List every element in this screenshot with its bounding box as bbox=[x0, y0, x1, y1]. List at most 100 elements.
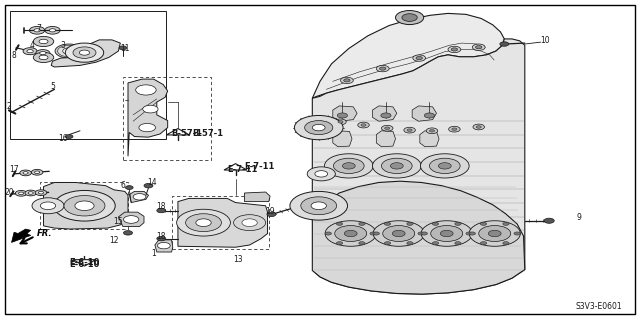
Circle shape bbox=[33, 36, 54, 47]
Circle shape bbox=[448, 46, 461, 53]
Text: FR.: FR. bbox=[37, 229, 52, 238]
Circle shape bbox=[64, 196, 105, 216]
Text: 10: 10 bbox=[540, 36, 550, 45]
Circle shape bbox=[311, 202, 326, 210]
Circle shape bbox=[34, 29, 40, 32]
Polygon shape bbox=[312, 181, 525, 294]
Circle shape bbox=[338, 121, 343, 123]
Circle shape bbox=[20, 170, 31, 176]
Polygon shape bbox=[12, 229, 31, 242]
Circle shape bbox=[124, 231, 132, 235]
Circle shape bbox=[344, 79, 350, 82]
Text: S3V3-E0601: S3V3-E0601 bbox=[575, 302, 622, 311]
Circle shape bbox=[413, 55, 426, 61]
Text: 17: 17 bbox=[9, 165, 19, 174]
Text: E-7-11: E-7-11 bbox=[227, 165, 257, 174]
Circle shape bbox=[38, 191, 44, 194]
Circle shape bbox=[305, 121, 333, 135]
Circle shape bbox=[333, 158, 364, 174]
Circle shape bbox=[472, 44, 485, 50]
Circle shape bbox=[133, 194, 146, 200]
Circle shape bbox=[55, 44, 83, 58]
Text: 20: 20 bbox=[4, 188, 15, 197]
Polygon shape bbox=[118, 212, 144, 226]
Text: 3: 3 bbox=[60, 41, 65, 50]
Circle shape bbox=[426, 128, 438, 134]
Circle shape bbox=[49, 29, 56, 32]
Circle shape bbox=[392, 230, 405, 237]
Circle shape bbox=[451, 48, 458, 51]
Circle shape bbox=[473, 124, 484, 130]
Circle shape bbox=[381, 125, 393, 131]
Circle shape bbox=[503, 241, 509, 245]
Text: 6: 6 bbox=[120, 181, 125, 190]
Circle shape bbox=[476, 126, 481, 128]
Polygon shape bbox=[412, 106, 436, 121]
Polygon shape bbox=[244, 192, 270, 202]
Circle shape bbox=[73, 47, 96, 58]
Circle shape bbox=[466, 232, 472, 235]
Circle shape bbox=[390, 163, 403, 169]
Circle shape bbox=[75, 201, 94, 211]
Circle shape bbox=[373, 232, 380, 235]
Text: 12: 12 bbox=[109, 236, 118, 245]
Circle shape bbox=[54, 190, 115, 221]
Circle shape bbox=[307, 167, 335, 181]
Text: E-6-10: E-6-10 bbox=[69, 260, 100, 269]
Circle shape bbox=[452, 128, 457, 130]
Circle shape bbox=[28, 192, 33, 194]
Polygon shape bbox=[333, 131, 352, 147]
Circle shape bbox=[420, 154, 469, 178]
Circle shape bbox=[312, 124, 325, 131]
Circle shape bbox=[340, 77, 353, 84]
Circle shape bbox=[381, 158, 412, 174]
Circle shape bbox=[40, 52, 46, 55]
Text: E-7-11: E-7-11 bbox=[244, 162, 275, 171]
Circle shape bbox=[373, 221, 424, 246]
Polygon shape bbox=[312, 39, 525, 294]
Circle shape bbox=[234, 215, 266, 231]
Polygon shape bbox=[376, 131, 396, 147]
Circle shape bbox=[479, 226, 511, 241]
Text: E-6-10: E-6-10 bbox=[69, 258, 100, 267]
Polygon shape bbox=[312, 13, 504, 98]
Circle shape bbox=[39, 55, 48, 60]
Polygon shape bbox=[73, 260, 96, 266]
Circle shape bbox=[514, 232, 520, 235]
Circle shape bbox=[381, 113, 391, 118]
Circle shape bbox=[143, 105, 158, 113]
Text: 15: 15 bbox=[113, 217, 124, 226]
Circle shape bbox=[372, 154, 421, 178]
Circle shape bbox=[370, 232, 376, 235]
Text: 7: 7 bbox=[36, 24, 41, 33]
Polygon shape bbox=[44, 182, 128, 229]
Polygon shape bbox=[128, 79, 168, 156]
Circle shape bbox=[488, 230, 501, 237]
Circle shape bbox=[476, 46, 482, 49]
Circle shape bbox=[119, 46, 127, 50]
Circle shape bbox=[23, 48, 37, 55]
Circle shape bbox=[376, 65, 389, 72]
Circle shape bbox=[294, 115, 343, 140]
Text: 16: 16 bbox=[58, 134, 68, 143]
Circle shape bbox=[449, 126, 460, 132]
Circle shape bbox=[359, 241, 365, 245]
Circle shape bbox=[124, 216, 139, 223]
Circle shape bbox=[344, 230, 357, 237]
Circle shape bbox=[19, 192, 24, 195]
Polygon shape bbox=[333, 106, 357, 121]
Circle shape bbox=[267, 212, 276, 217]
Circle shape bbox=[335, 119, 346, 125]
Circle shape bbox=[45, 26, 60, 34]
Circle shape bbox=[402, 14, 417, 21]
Circle shape bbox=[424, 113, 435, 118]
Bar bbox=[123, 77, 211, 160]
Polygon shape bbox=[166, 129, 189, 135]
Circle shape bbox=[35, 171, 40, 174]
Circle shape bbox=[407, 129, 412, 131]
Circle shape bbox=[35, 190, 47, 196]
Circle shape bbox=[337, 113, 348, 118]
Text: 19: 19 bbox=[265, 207, 275, 216]
Circle shape bbox=[40, 202, 56, 210]
Text: 14: 14 bbox=[147, 178, 157, 187]
